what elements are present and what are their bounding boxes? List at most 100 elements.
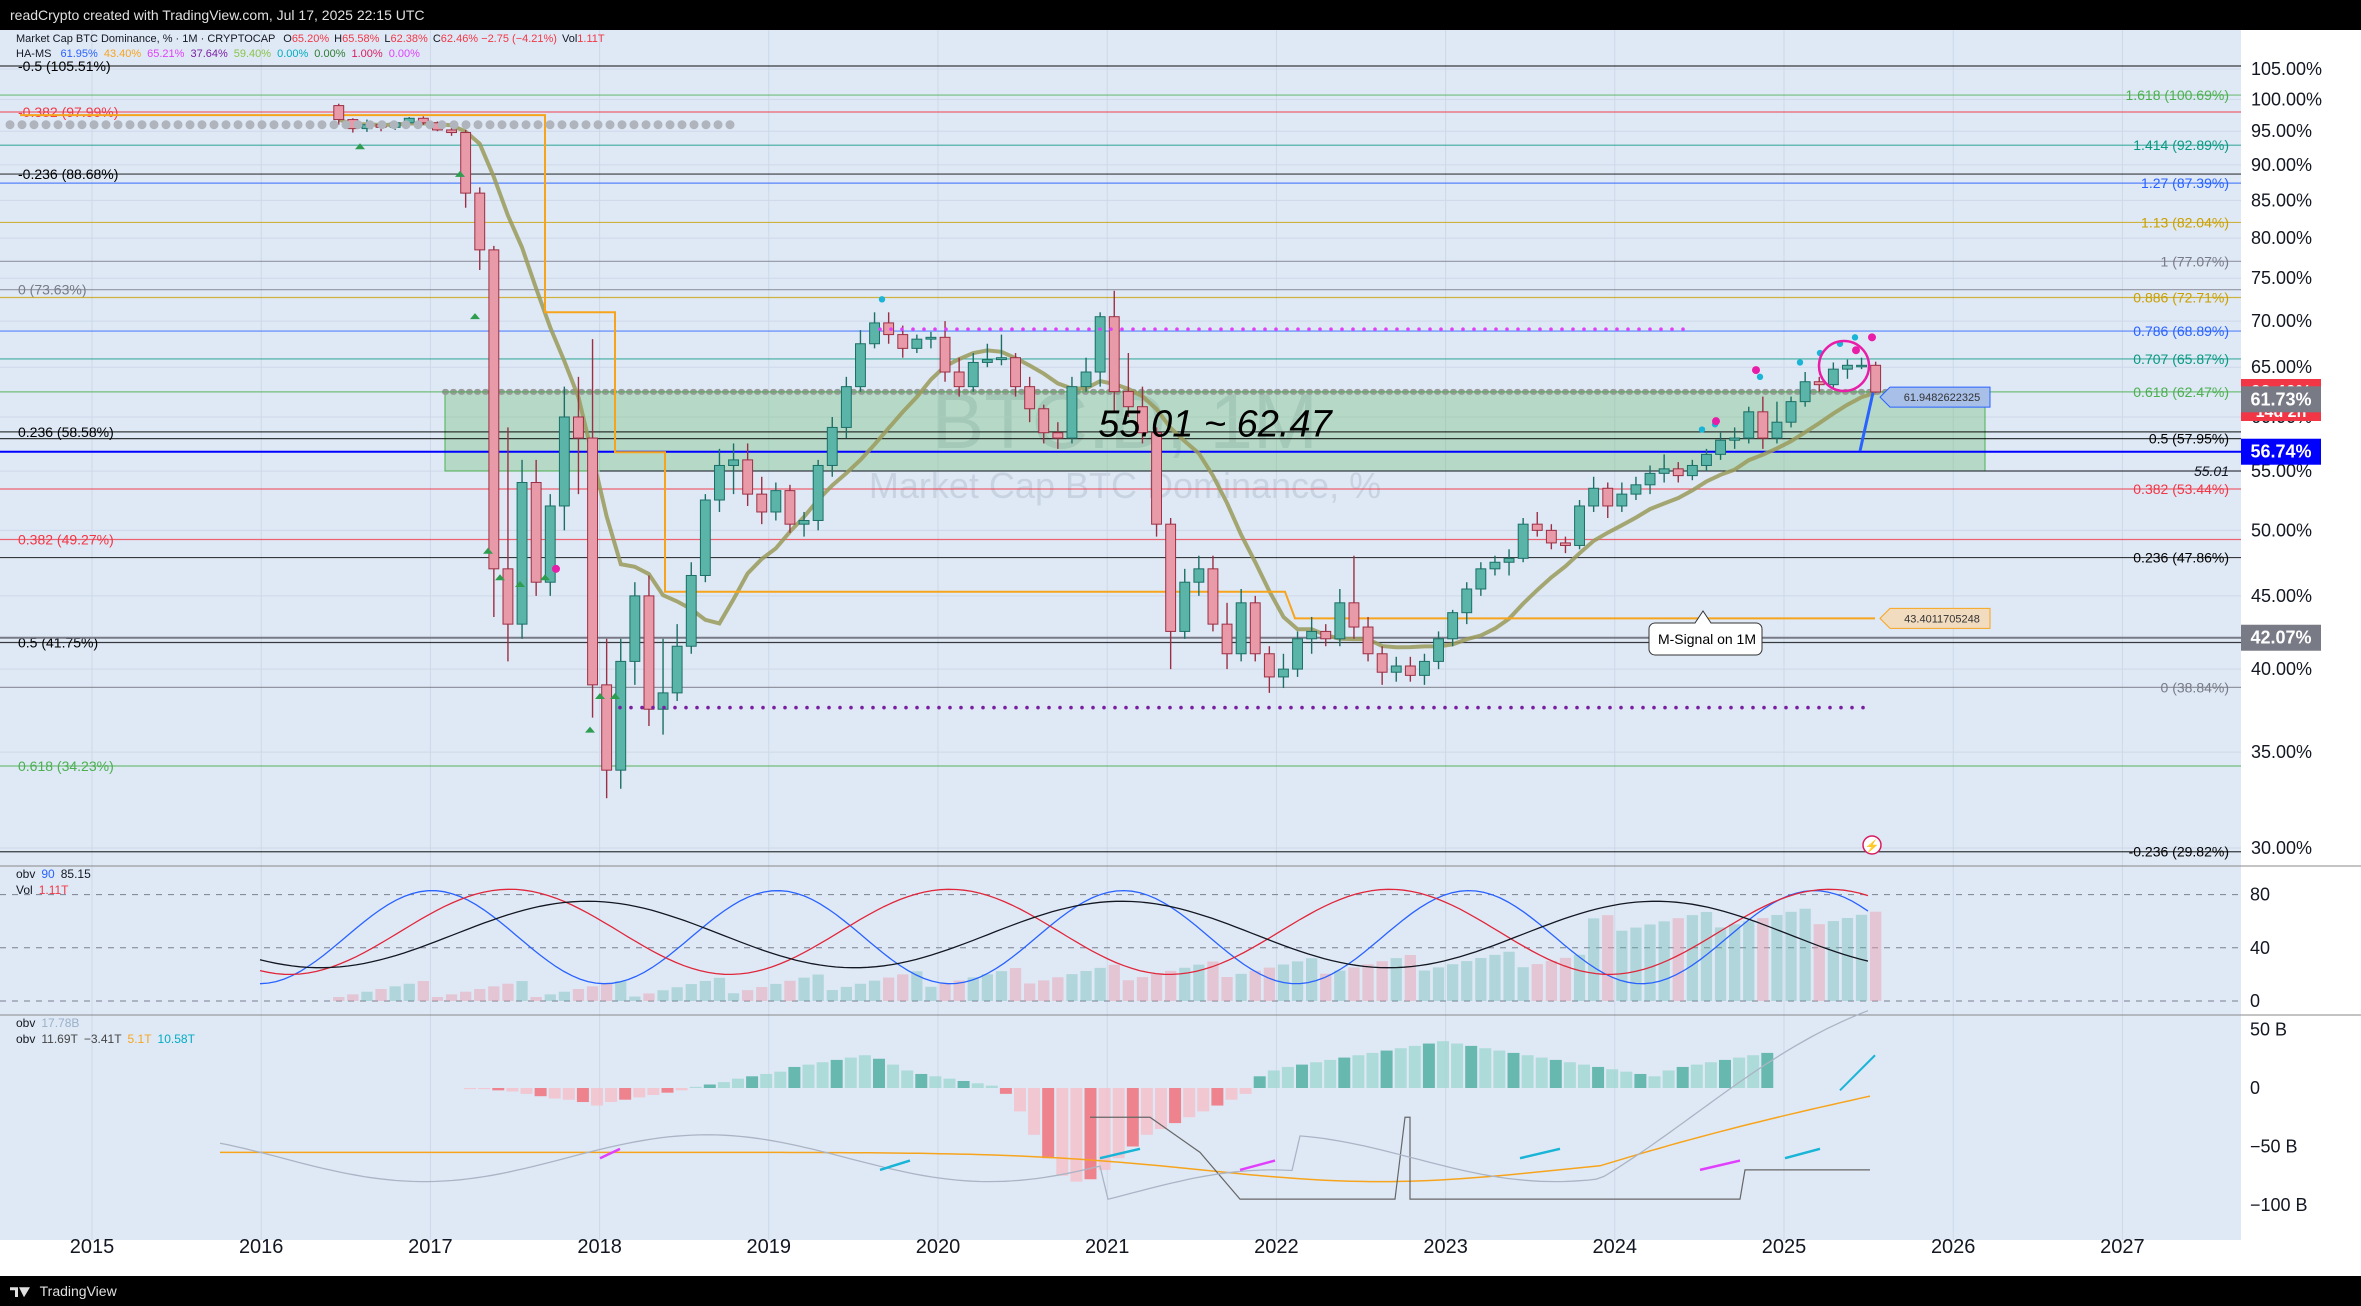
candle[interactable] (1165, 518, 1177, 670)
candle[interactable] (1278, 653, 1289, 689)
candle[interactable] (558, 386, 570, 531)
candle[interactable] (1235, 589, 1247, 662)
candle[interactable] (516, 459, 528, 639)
candle[interactable] (1757, 396, 1769, 449)
candle[interactable] (643, 575, 655, 727)
candle[interactable] (1785, 396, 1797, 428)
candle[interactable] (1658, 454, 1670, 483)
candle[interactable] (1362, 616, 1374, 662)
candle[interactable] (1263, 646, 1275, 693)
candle[interactable] (657, 638, 669, 735)
candle[interactable] (911, 334, 923, 354)
candle[interactable] (474, 187, 486, 270)
candle[interactable] (530, 459, 542, 596)
candle[interactable] (1630, 476, 1642, 501)
candle[interactable] (1503, 549, 1515, 576)
candle[interactable] (1320, 624, 1332, 647)
candles[interactable] (333, 103, 1882, 799)
candle[interactable] (1207, 555, 1219, 632)
candle[interactable] (1489, 555, 1501, 576)
candle[interactable] (1475, 562, 1487, 596)
candle[interactable] (1827, 362, 1839, 389)
candle[interactable] (1024, 376, 1036, 423)
candle[interactable] (1856, 357, 1867, 370)
candle[interactable] (1842, 359, 1853, 379)
candle[interactable] (1419, 653, 1430, 685)
chart-area[interactable]: BTC.D, 1M Market Cap BTC Dominance, % -0… (0, 30, 2361, 1276)
candle[interactable] (1602, 482, 1614, 519)
candle[interactable] (1433, 631, 1444, 670)
candle[interactable] (333, 103, 345, 125)
candle[interactable] (1743, 406, 1755, 444)
candle[interactable] (1672, 462, 1684, 483)
candle[interactable] (1137, 386, 1148, 444)
candle[interactable] (1870, 361, 1882, 393)
candle[interactable] (629, 582, 641, 685)
candle[interactable] (699, 494, 711, 583)
candle[interactable] (1038, 404, 1050, 444)
candle[interactable] (996, 334, 1007, 366)
candle[interactable] (826, 416, 838, 477)
candle[interactable] (1376, 646, 1388, 685)
candle[interactable] (728, 443, 739, 495)
candle[interactable] (1221, 602, 1233, 670)
candle[interactable] (953, 357, 965, 397)
candle[interactable] (1447, 609, 1459, 647)
candle[interactable] (798, 511, 810, 537)
candle[interactable] (1348, 555, 1360, 639)
candle[interactable] (770, 482, 782, 521)
candle[interactable] (573, 376, 584, 495)
candle[interactable] (925, 331, 937, 349)
candle[interactable] (1094, 312, 1106, 387)
candle[interactable] (1729, 427, 1741, 449)
candle[interactable] (460, 129, 472, 208)
candle[interactable] (897, 325, 909, 358)
candle[interactable] (1461, 582, 1473, 625)
candle[interactable] (488, 245, 500, 617)
candle[interactable] (812, 459, 824, 531)
candle[interactable] (1151, 427, 1162, 537)
candle[interactable] (1799, 372, 1811, 407)
candle[interactable] (714, 448, 725, 512)
candle[interactable] (1574, 500, 1585, 550)
candle[interactable] (1306, 616, 1318, 654)
candle[interactable] (784, 484, 796, 533)
candle[interactable] (685, 562, 697, 654)
candle[interactable] (1545, 524, 1557, 550)
candle[interactable] (671, 624, 683, 702)
candle[interactable] (1052, 422, 1064, 449)
candle[interactable] (1531, 511, 1543, 537)
candle[interactable] (1701, 448, 1712, 472)
candle[interactable] (981, 343, 993, 368)
candle[interactable] (1644, 465, 1656, 495)
candle[interactable] (601, 638, 613, 799)
candle[interactable] (1080, 357, 1092, 392)
candle[interactable] (1390, 656, 1402, 682)
candle[interactable] (544, 494, 556, 596)
candle[interactable] (1179, 568, 1191, 639)
candle[interactable] (1122, 353, 1134, 417)
candle[interactable] (1771, 401, 1783, 444)
candle[interactable] (502, 427, 514, 662)
candle[interactable] (1108, 290, 1120, 412)
candle[interactable] (883, 312, 895, 344)
candle[interactable] (1715, 432, 1726, 460)
candle[interactable] (1066, 376, 1078, 444)
candle[interactable] (1193, 555, 1205, 596)
candle[interactable] (1517, 518, 1529, 563)
candle[interactable] (1292, 631, 1303, 677)
candle[interactable] (1010, 353, 1021, 397)
candle[interactable] (587, 339, 598, 718)
candle[interactable] (855, 330, 866, 392)
candle[interactable] (1249, 595, 1261, 662)
candle[interactable] (939, 321, 951, 382)
candle[interactable] (1588, 476, 1600, 512)
candle[interactable] (756, 476, 768, 525)
candle[interactable] (1404, 656, 1416, 682)
candle[interactable] (1560, 536, 1571, 554)
candle[interactable] (1686, 459, 1698, 481)
candle[interactable] (869, 312, 880, 349)
candle[interactable] (967, 353, 979, 392)
candle[interactable] (1616, 482, 1628, 512)
candle[interactable] (1334, 589, 1346, 647)
